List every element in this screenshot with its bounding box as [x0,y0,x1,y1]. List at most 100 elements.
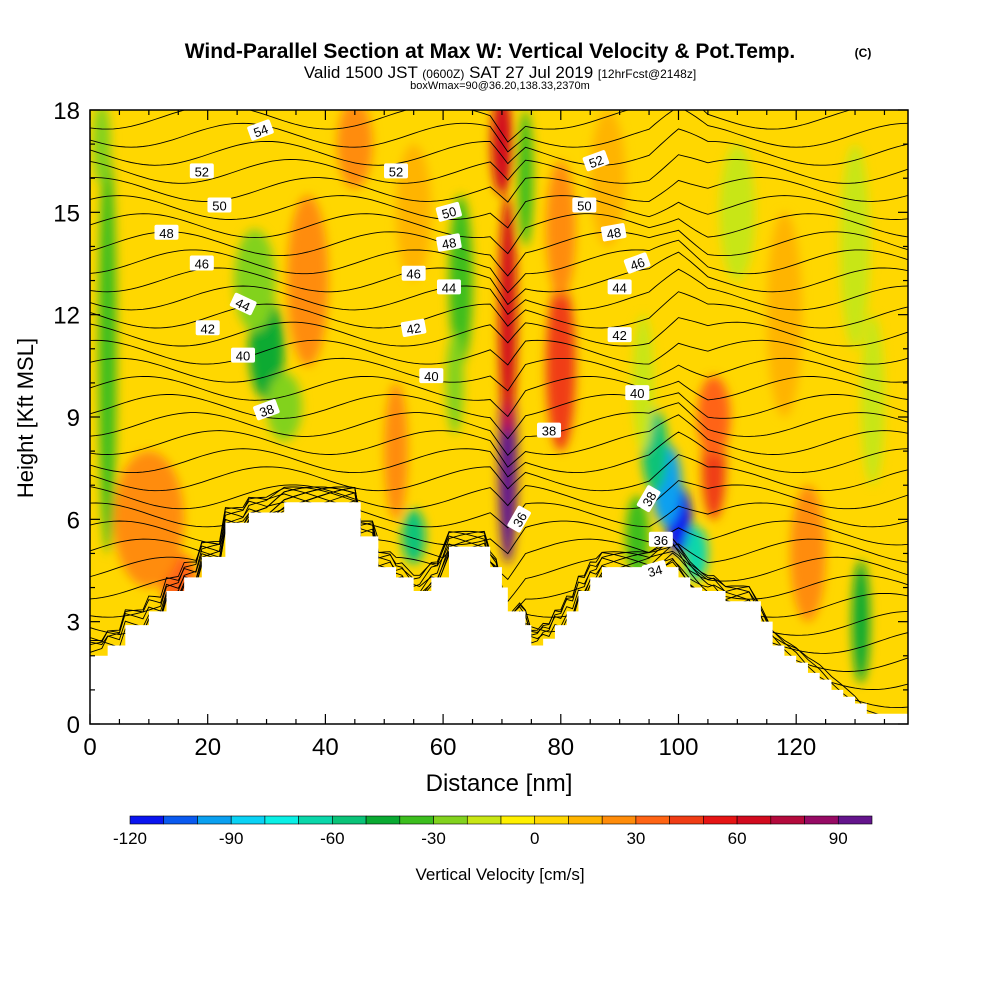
isentrope-line [90,110,852,143]
velocity-cell [287,195,329,366]
contour-label: 46 [189,255,214,272]
contour-label: 44 [229,292,257,316]
forecast-info: [12hrFcst@2148z] [598,67,696,81]
contour-label-box [582,150,610,172]
colorbar-tick-label: -120 [113,829,147,848]
colorbar-swatch [264,815,299,825]
contour-label-box [436,233,462,252]
contour-label: 54 [247,119,274,141]
velocity-cell [790,485,826,622]
x-tick-label: 120 [776,734,816,761]
velocity-cell [337,110,373,189]
y-tick-labels: 0 3 6 9 12 15 18 [53,98,80,739]
contour-label: 34 [641,560,668,580]
velocity-cell [113,451,185,588]
velocity-cell [840,144,870,349]
colorbar-swatch [804,815,839,825]
colorbar-swatch [568,815,603,825]
velocity-cell [234,229,276,332]
velocity-cell [384,382,408,520]
contour-label: 44 [436,279,461,295]
colorbar-swatch [332,815,367,825]
contour-label-text: 48 [159,226,173,241]
contour-label-box [436,279,461,295]
contour-label: 40 [625,385,650,401]
contour-labels: 3840424446485052545246424050484436384452… [154,119,673,580]
contour-label-text: 46 [628,254,647,273]
velocity-cell [266,372,302,441]
contour-label-text: 50 [577,199,591,214]
isentrope-line [90,392,908,440]
velocity-cell [625,495,650,578]
contour-label: 38 [253,399,280,421]
y-axis-label: Height [Kft MSL] [13,338,38,498]
isentrope-line [90,154,908,184]
valid-date: SAT 27 Jul 2019 [469,63,593,82]
contour-label-box [435,201,462,222]
colorbar-tick-label: 0 [530,829,539,848]
isentrope-line [90,480,908,510]
velocity-cell [491,110,513,196]
velocity-cell [98,144,117,554]
colorbar [129,815,873,825]
colorbar-tick-label: -60 [320,829,345,848]
contour-label-text: 48 [605,225,622,242]
velocity-cell [632,314,654,452]
contour-label-box [229,292,257,316]
x-tick-label: 20 [194,734,221,761]
colorbar-swatch [399,815,434,825]
contour-label: 38 [636,485,661,513]
contour-label: 52 [582,150,610,172]
contour-label-text: 42 [612,328,626,343]
contour-label-box [419,368,444,384]
y-tick-label: 6 [67,507,80,534]
contour-label: 38 [537,422,562,439]
contour-label: 42 [607,327,632,343]
contour-label-box [154,224,179,240]
contour-label: 46 [623,252,651,274]
isentrope-line [90,357,908,392]
colorbar-swatch [365,815,401,825]
contour-label-box [537,422,562,438]
isentrope-line [90,291,908,329]
contour-label-box [189,255,214,271]
axis-ticks [89,109,908,725]
contour-label: 40 [419,368,444,384]
contour-label: 36 [648,531,673,548]
x-tick-label: 60 [430,734,457,761]
isentrope-line [90,375,908,418]
contour-label-box [247,119,274,141]
isentrope-line [90,402,908,456]
x-axis-label: Distance [nm] [426,770,573,797]
contour-label: 50 [572,197,597,214]
isentrope-line [90,229,908,277]
contour-label-box [636,485,661,513]
contour-label-box [625,385,650,401]
contour-label: 48 [154,224,179,241]
velocity-cell [860,314,885,486]
colorbar-swatch [298,815,333,825]
valid-zulu: (0600Z) [422,67,464,81]
isentrope-line [90,128,908,166]
x-tick-labels: 0 20 40 60 80 100 120 [83,734,816,761]
colorbar-swatch [703,815,738,825]
velocity-cell [401,509,426,564]
colorbar-tick-label: 60 [728,829,747,848]
contour-label-text: 34 [646,562,664,580]
contour-label: 52 [189,163,214,179]
colorbar-tick-label: 30 [626,829,645,848]
contour-label-text: 50 [440,204,458,222]
colorbar-swatch [736,815,772,825]
contour-label-text: 50 [212,199,226,214]
contour-label-text: 52 [587,152,606,171]
contour-label: 50 [435,201,462,222]
isentrope-line [90,213,908,255]
isentrope-line [90,239,908,294]
isentrope-line [90,317,908,347]
contour-label-text: 46 [195,257,209,272]
contour-label-box [507,505,531,533]
contour-label-text: 54 [251,121,270,140]
contour-label-box [195,320,220,336]
contour-label-text: 42 [405,320,422,337]
colorbar-swatch [601,815,637,825]
